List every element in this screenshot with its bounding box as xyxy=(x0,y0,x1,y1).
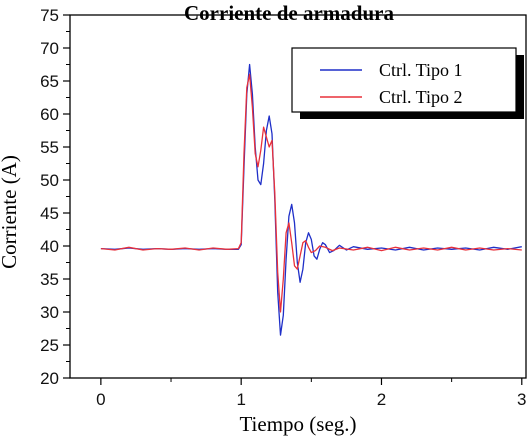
y-tick-label: 60 xyxy=(40,105,59,124)
x-tick-label: 1 xyxy=(236,390,245,409)
y-tick-label: 35 xyxy=(40,270,59,289)
legend-label-series-2: Ctrl. Tipo 2 xyxy=(379,87,463,107)
x-tick-label: 0 xyxy=(96,390,105,409)
series-line-2 xyxy=(100,73,522,313)
legend: Ctrl. Tipo 1 Ctrl. Tipo 2 xyxy=(291,47,524,119)
x-axis-title: Tiempo (seg.) xyxy=(239,412,356,436)
y-tick-label: 70 xyxy=(40,39,59,58)
y-tick-label: 40 xyxy=(40,237,59,256)
y-tick-label: 50 xyxy=(40,171,59,190)
axis-ticks: 20 25 30 35 40 45 50 55 60 65 70 75 0 1 2 3 xyxy=(40,6,526,409)
y-axis-title: Corriente (A) xyxy=(0,155,21,269)
y-tick-label: 75 xyxy=(40,6,59,25)
y-tick-label: 45 xyxy=(40,204,59,223)
x-tick-label: 3 xyxy=(517,390,526,409)
y-tick-label: 55 xyxy=(40,138,59,157)
x-tick-label: 2 xyxy=(377,390,386,409)
legend-box xyxy=(291,47,517,113)
legend-label-series-1: Ctrl. Tipo 1 xyxy=(379,60,463,80)
y-tick-label: 20 xyxy=(40,369,59,388)
chart-title: Corriente de armadura xyxy=(184,1,394,25)
y-tick-label: 30 xyxy=(40,303,59,322)
y-tick-label: 25 xyxy=(40,336,59,355)
series-lines xyxy=(100,63,522,336)
y-tick-label: 65 xyxy=(40,72,59,91)
